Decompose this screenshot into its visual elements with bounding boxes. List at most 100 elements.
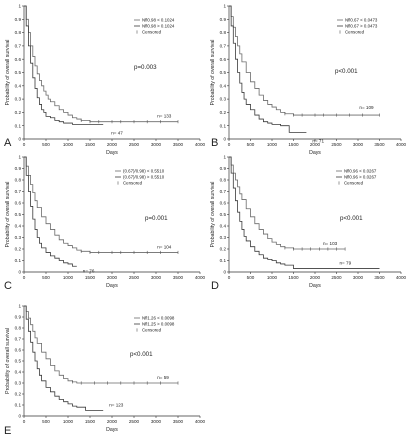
y-tick-label: 0.7 <box>15 337 22 342</box>
x-tick-label: 1500 <box>85 275 96 280</box>
n-label: n= 76 <box>83 268 95 273</box>
y-tick-label: 0.7 <box>15 189 22 194</box>
y-tick-label: 1 <box>18 4 21 9</box>
panel-letter: A <box>4 137 12 149</box>
legend-label: Nfl0.67 > 0.0473 <box>345 24 378 29</box>
legend-label: Censored <box>142 30 162 35</box>
survival-curve-1 <box>229 5 380 116</box>
x-tick-label: 2000 <box>310 275 321 280</box>
y-tick-label: 0 <box>18 414 21 419</box>
legend-label: Censored <box>344 181 364 186</box>
x-tick-label: 0 <box>228 142 231 147</box>
y-tick-label: 0.3 <box>220 235 227 240</box>
survival-curve-1 <box>229 156 346 250</box>
y-tick-label: 0.5 <box>220 212 227 217</box>
x-tick-label: 2500 <box>129 275 140 280</box>
y-tick-label: 0.6 <box>15 57 22 62</box>
x-tick-label: 0 <box>228 275 231 280</box>
x-tick-label: 4000 <box>396 275 407 280</box>
x-tick-label: 1500 <box>85 142 96 147</box>
y-tick-label: 0.2 <box>15 110 22 115</box>
x-tick-label: 1000 <box>267 275 278 280</box>
x-axis-label: Days <box>106 427 118 433</box>
y-tick-label: 0.6 <box>15 201 22 206</box>
legend: (0.67)/0.98) < 0.5510(0.67)/0.98) > 0.55… <box>115 169 165 186</box>
x-tick-label: 500 <box>42 275 50 280</box>
x-tick-label: 2000 <box>107 142 118 147</box>
x-tick-label: 3500 <box>173 142 184 147</box>
y-tick-label: 0.4 <box>220 224 227 229</box>
legend-label: (0.67)/0.98) < 0.5510 <box>123 169 165 174</box>
legend-label: Nfl0.67 < 0.0473 <box>345 18 378 23</box>
n-label: n= 59 <box>157 375 169 380</box>
n-label: n= 71 <box>312 138 324 143</box>
legend-label: Nfl1.26 < 0.0098 <box>142 316 175 321</box>
x-tick-label: 3000 <box>151 275 162 280</box>
p-value: p=0.001 <box>145 215 168 222</box>
panel-a: 0 0.1 0.2 0.3 0.4 0.5 0.6 0.7 0.8 0.9 1 0 500 1000 150… <box>4 4 206 156</box>
y-axis-label: Probability of overall survival <box>5 182 11 248</box>
panel-e: 0 0.1 0.2 0.3 0.4 0.5 0.6 0.7 0.8 0.9 1 0 500 1000 150… <box>4 304 206 437</box>
n-label: n= 104 <box>157 244 172 249</box>
n-label: n= 123 <box>109 403 124 408</box>
y-tick-label: 0.8 <box>220 30 227 35</box>
n-label: n= 103 <box>323 241 338 246</box>
x-tick-label: 3500 <box>374 275 385 280</box>
y-tick-label: 0.3 <box>15 97 22 102</box>
y-tick-label: 1 <box>223 4 226 9</box>
panel-c: 0 0.1 0.2 0.3 0.4 0.5 0.6 0.7 0.8 0.9 1 0 500 1000 150… <box>4 155 206 292</box>
n-label: n= 109 <box>359 105 374 110</box>
p-value: p<0.001 <box>340 215 363 222</box>
y-tick-label: 0.4 <box>220 83 227 88</box>
legend-label: Nfl0.98 > 0.1024 <box>142 24 175 29</box>
legend-label: Censored <box>142 328 162 333</box>
x-tick-label: 1500 <box>85 419 96 424</box>
x-tick-label: 1000 <box>63 142 74 147</box>
y-tick-label: 1 <box>18 155 21 160</box>
y-tick-label: 0.9 <box>220 17 227 22</box>
y-tick-label: 0.3 <box>15 235 22 240</box>
x-axis-label: Days <box>106 283 118 289</box>
y-tick-label: 0.1 <box>220 123 227 128</box>
x-tick-label: 0 <box>23 275 26 280</box>
x-tick-label: 2500 <box>331 142 342 147</box>
y-tick-label: 0.2 <box>15 247 22 252</box>
legend-label: (0.67)/0.98) > 0.5510 <box>123 175 165 180</box>
y-axis-label: Probability of overall survival <box>5 40 11 106</box>
x-tick-label: 1500 <box>288 142 299 147</box>
survival-curve-2 <box>24 5 104 125</box>
y-tick-label: 0.5 <box>15 359 22 364</box>
y-tick-label: 0.5 <box>220 70 227 75</box>
panel-letter: E <box>4 425 11 437</box>
y-tick-label: 0.2 <box>15 392 22 397</box>
y-tick-label: 0.6 <box>220 57 227 62</box>
panel-d: 0 0.1 0.2 0.3 0.4 0.5 0.6 0.7 0.8 0.9 1 0 500 1000 150… <box>210 155 407 292</box>
panel-letter: C <box>4 280 12 292</box>
y-tick-label: 0.4 <box>15 83 22 88</box>
y-axis-label: Probability of overall survival <box>210 182 216 248</box>
y-tick-label: 0.2 <box>220 247 227 252</box>
y-tick-label: 0.1 <box>15 123 22 128</box>
x-tick-label: 0 <box>23 142 26 147</box>
y-tick-label: 0.4 <box>15 370 22 375</box>
n-label: n= 133 <box>157 114 172 119</box>
y-tick-label: 0.5 <box>15 70 22 75</box>
y-tick-label: 0.9 <box>15 17 22 22</box>
x-tick-label: 3500 <box>374 142 385 147</box>
survival-curve-1 <box>24 156 178 253</box>
y-tick-label: 0.8 <box>220 178 227 183</box>
x-axis-label: Days <box>309 283 321 289</box>
y-axis-label: Probability of overall survival <box>5 328 11 394</box>
x-tick-label: 4000 <box>195 142 206 147</box>
legend-label: Nfl1.25 > 0.0098 <box>142 322 175 327</box>
x-tick-label: 2500 <box>129 142 140 147</box>
survival-curve-1 <box>24 5 178 123</box>
p-value: p<0.001 <box>335 68 358 75</box>
y-tick-label: 0.2 <box>220 110 227 115</box>
y-tick-label: 0.5 <box>15 212 22 217</box>
legend-label: Nfl0.98 < 0.1024 <box>142 18 175 23</box>
y-tick-label: 1 <box>223 155 226 160</box>
y-tick-label: 0.3 <box>220 97 227 102</box>
